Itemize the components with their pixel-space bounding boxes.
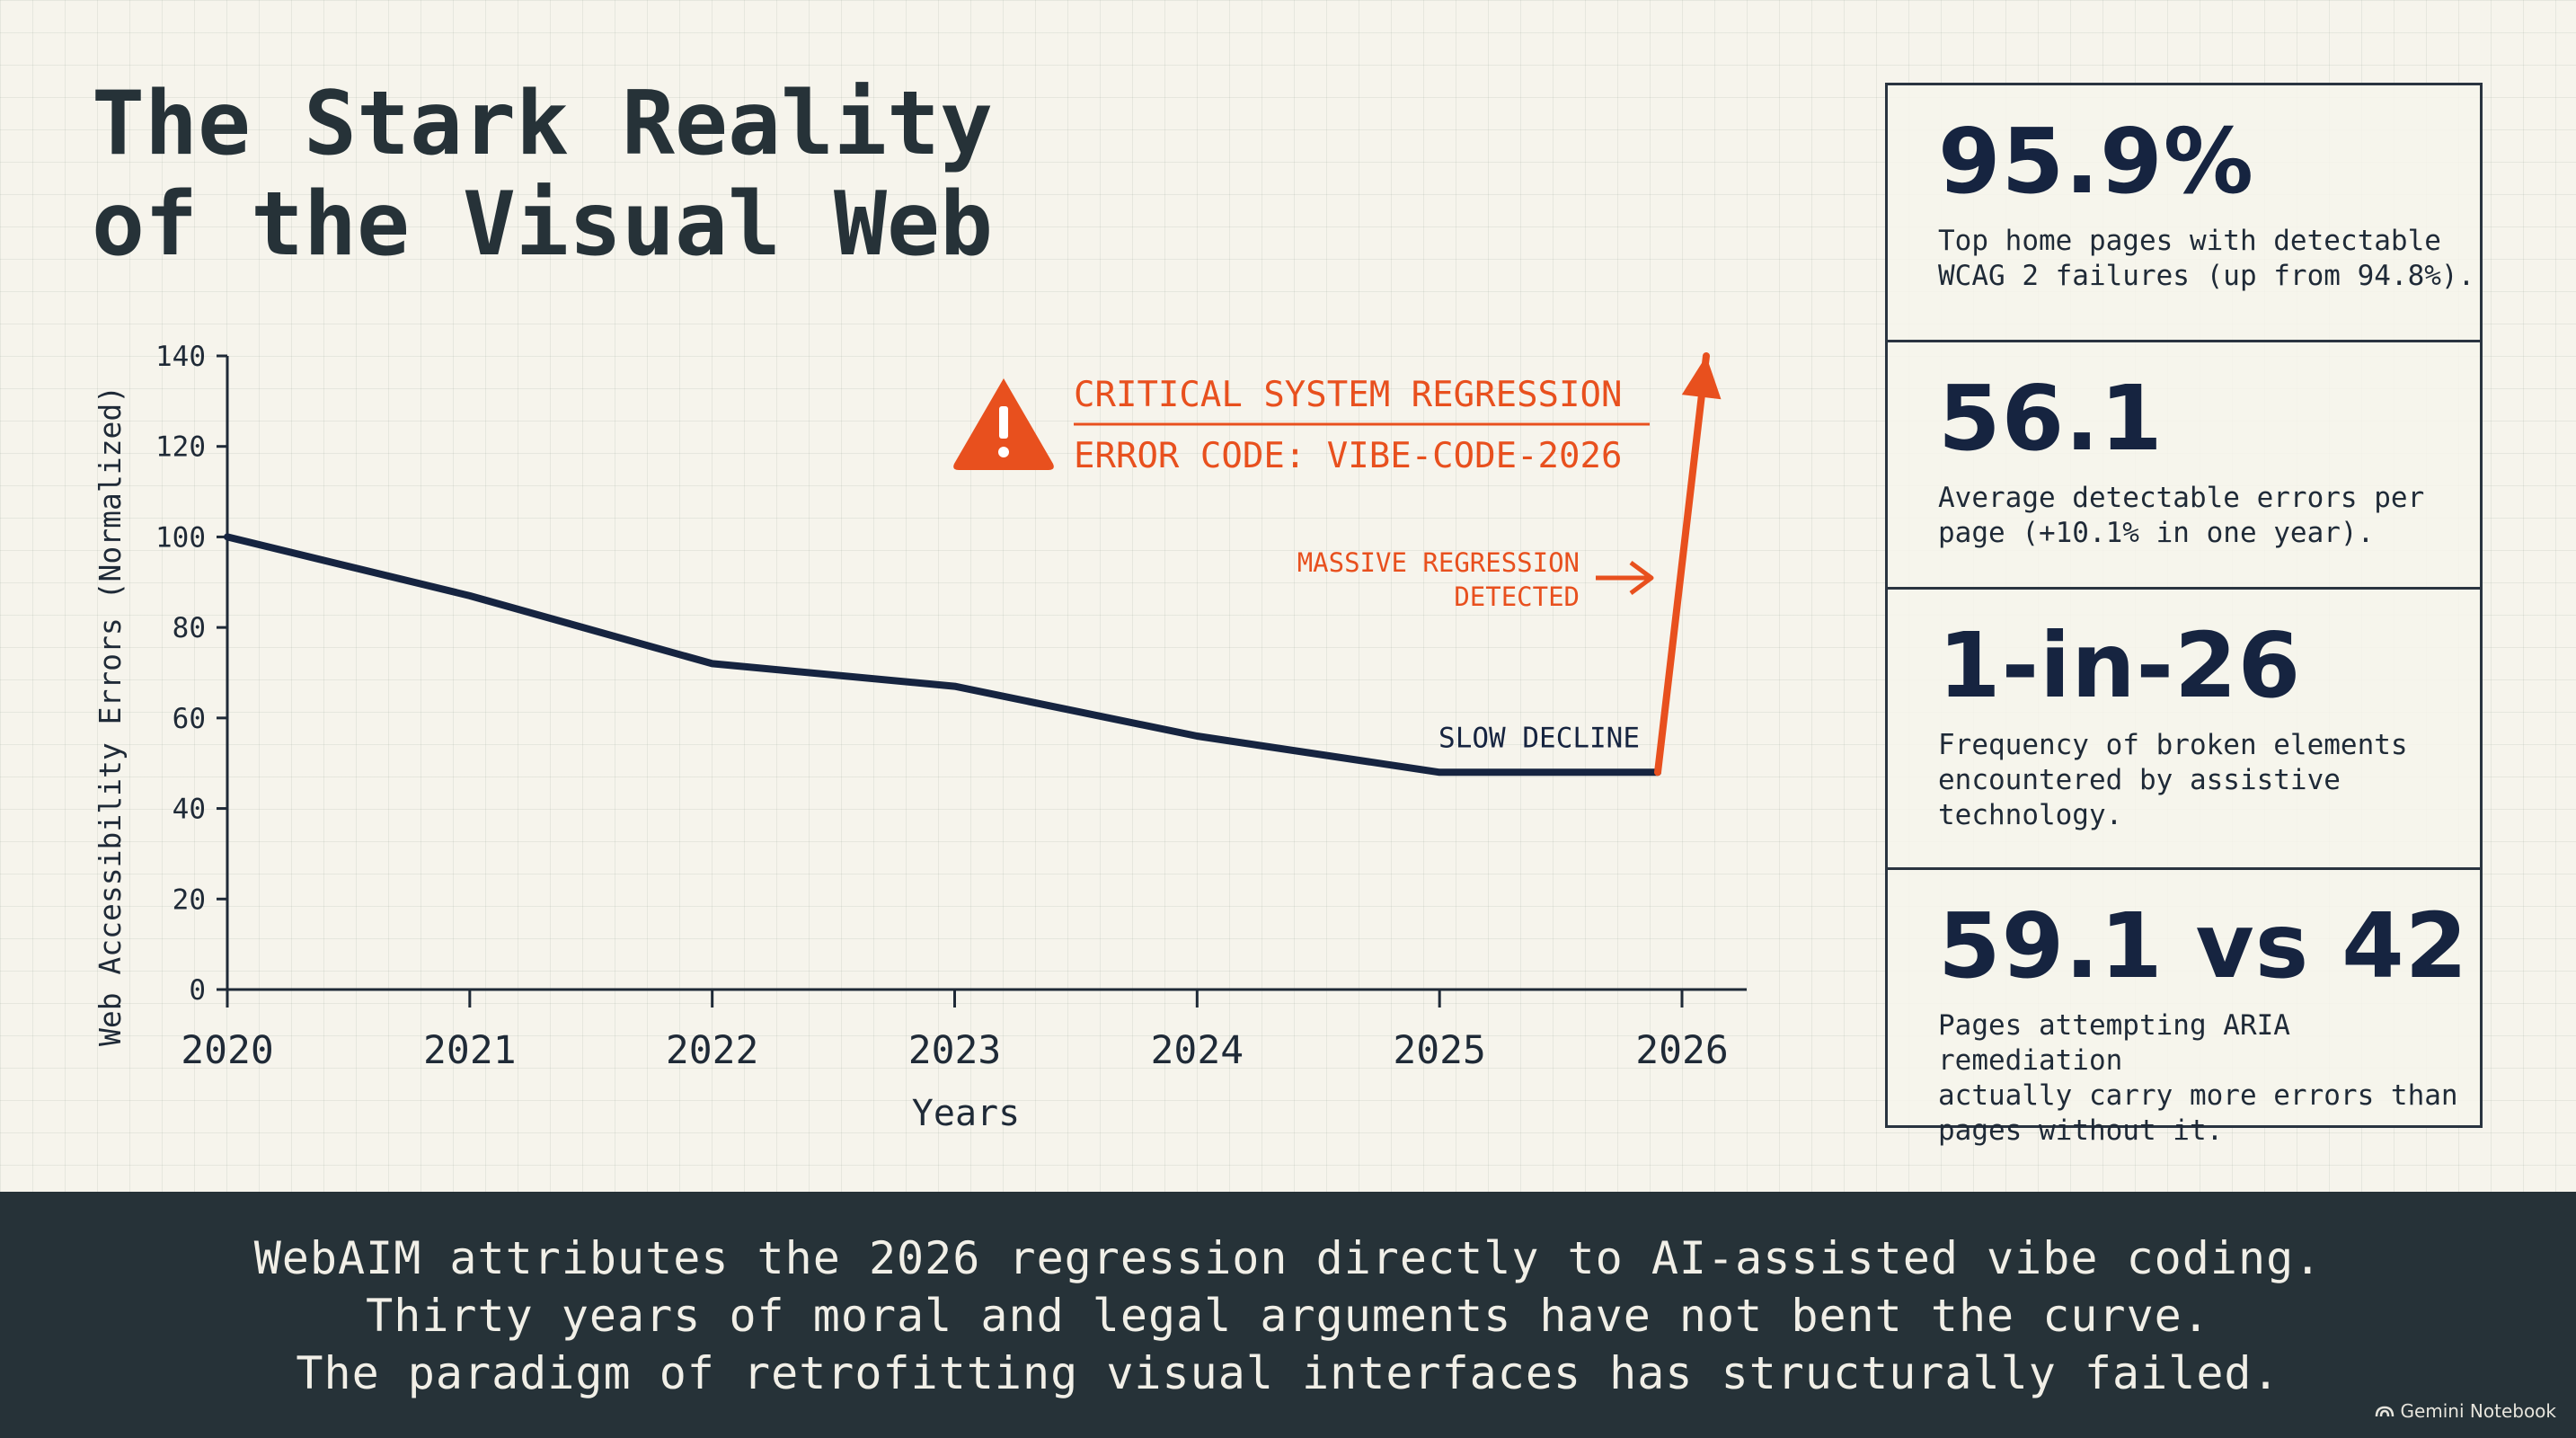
- y-tick-label: 40: [173, 794, 206, 826]
- y-tick-label: 140: [155, 341, 206, 373]
- footer-text: WebAIM attributes the 2026 regression di…: [0, 1229, 2576, 1402]
- x-tick-label: 2025: [1393, 1028, 1486, 1073]
- stat-value: 56.1: [1938, 366, 2164, 471]
- stat-description: Frequency of broken elements encountered…: [1938, 729, 2408, 831]
- footer-banner: WebAIM attributes the 2026 regression di…: [0, 1192, 2576, 1438]
- stat-card-pages-failing: 95.9% Top home pages with detectable WCA…: [1888, 85, 2480, 342]
- series-group: [224, 352, 1722, 777]
- page-title: The Stark Reality of the Visual Web: [92, 74, 993, 275]
- x-axis-label: Years: [912, 1093, 1020, 1134]
- stat-description: Top home pages with detectable WCAG 2 fa…: [1938, 225, 2475, 292]
- stat-value: 1-in-26: [1938, 613, 2302, 718]
- y-tick-label: 100: [155, 521, 206, 554]
- x-tick-label: 2024: [1151, 1028, 1244, 1073]
- stat-card-average-errors: 56.1 Average detectable errors per page …: [1888, 342, 2480, 590]
- y-axis: 0 20 40 60 80 100 120 140: [155, 341, 229, 1007]
- stat-value: 95.9%: [1938, 109, 2254, 214]
- page-title-line-2: of the Visual Web: [92, 173, 994, 276]
- x-tick-label: 2022: [666, 1028, 759, 1073]
- stat-description: Average detectable errors per page (+10.…: [1938, 482, 2425, 549]
- y-tick-label: 0: [189, 974, 206, 1007]
- footer-line-2: Thirty years of moral and legal argument…: [366, 1290, 2210, 1342]
- stat-value: 59.1 vs 42: [1938, 893, 2469, 999]
- x-tick-label: 2021: [423, 1028, 517, 1073]
- stat-card-broken-elements: 1-in-26 Frequency of broken elements enc…: [1888, 590, 2480, 870]
- regression-spike-series-line: [1654, 352, 1710, 777]
- page-title-line-1: The Stark Reality: [92, 73, 994, 175]
- x-tick-label: 2026: [1635, 1028, 1729, 1073]
- massive-regression-label-line-1: MASSIVE REGRESSION: [1297, 547, 1580, 578]
- regression-pointer-arrow: [1596, 560, 1654, 596]
- warning-icon: [953, 378, 1054, 470]
- regression-arrowhead: [1681, 356, 1722, 400]
- stats-panel: 95.9% Top home pages with detectable WCA…: [1885, 83, 2483, 1148]
- footer-line-1: WebAIM attributes the 2026 regression di…: [253, 1232, 2323, 1284]
- y-axis-label: Web Accessibility Errors (Normalized): [93, 386, 128, 1046]
- warning-title: CRITICAL SYSTEM REGRESSION: [1074, 375, 1622, 415]
- warning-error-code: ERROR CODE: VIBE-CODE-2026: [1074, 436, 1622, 476]
- stat-description: Pages attempting ARIA remediation actual…: [1938, 1009, 2458, 1147]
- y-tick-label: 120: [155, 431, 206, 464]
- slow-decline-series-line: [224, 533, 1661, 777]
- y-tick-label: 60: [173, 703, 206, 735]
- y-tick-label: 80: [173, 612, 206, 644]
- y-tick-label: 20: [173, 883, 206, 916]
- massive-regression-label-line-2: DETECTED: [1454, 581, 1580, 612]
- stat-card-aria-remediation: 59.1 vs 42 Pages attempting ARIA remedia…: [1888, 870, 2480, 1148]
- notebook-logo-icon: [2376, 1406, 2395, 1417]
- gemini-notebook-badge: Gemini Notebook: [2375, 1400, 2556, 1422]
- badge-label: Gemini Notebook: [2400, 1400, 2556, 1422]
- x-tick-label: 2020: [181, 1028, 274, 1073]
- footer-line-3: The paradigm of retrofitting visual inte…: [296, 1347, 2280, 1399]
- x-axis: 2020 2021 2022 2023 2024 2025 2026: [181, 988, 1747, 1073]
- slow-decline-label: SLOW DECLINE: [1438, 722, 1640, 754]
- x-tick-label: 2023: [908, 1028, 1002, 1073]
